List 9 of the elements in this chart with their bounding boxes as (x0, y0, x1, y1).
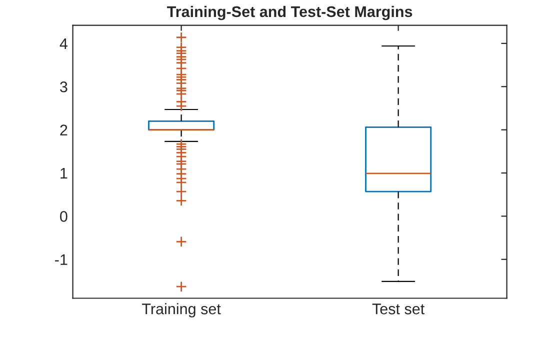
chart-title: Training-Set and Test-Set Margins (167, 6, 412, 20)
y-tick-label: 2 (60, 124, 68, 136)
y-tick-label: 3 (60, 81, 68, 92)
y-tick-label: 0 (60, 211, 68, 222)
x-tick-label: Training set (142, 303, 221, 318)
y-tick-label: 4 (60, 38, 68, 49)
y-tick-label: 1 (60, 168, 68, 179)
x-tick-label: Test set (372, 304, 425, 314)
y-tick-label: -1 (55, 254, 68, 265)
